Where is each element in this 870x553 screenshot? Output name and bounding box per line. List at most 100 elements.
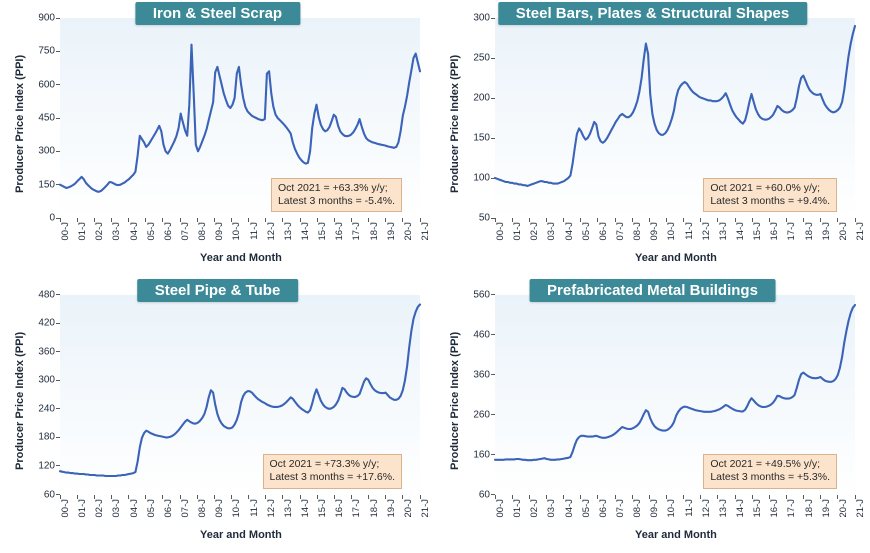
y-axis-label: Producer Price Index (PPI) — [14, 331, 26, 469]
x-tick-label: 19-J — [821, 499, 832, 529]
x-tick-mark — [855, 495, 856, 499]
x-tick-mark — [786, 495, 787, 499]
x-tick-mark — [282, 218, 283, 222]
x-tick-mark — [820, 495, 821, 499]
x-tick-mark — [248, 495, 249, 499]
x-tick-mark — [94, 495, 95, 499]
annotation-line1: Oct 2021 = +73.3% y/y; — [270, 458, 396, 471]
chart-title: Prefabricated Metal Buildings — [529, 279, 776, 302]
x-tick-label: 11-J — [684, 222, 695, 252]
annotation-box: Oct 2021 = +63.3% y/y;Latest 3 months = … — [271, 178, 402, 212]
chart-grid: Iron & Steel ScrapProducer Price Index (… — [0, 0, 870, 553]
x-tick-mark — [420, 218, 421, 222]
x-tick-mark — [162, 218, 163, 222]
x-tick-mark — [563, 495, 564, 499]
x-tick-mark — [666, 495, 667, 499]
x-tick-label: 18-J — [369, 499, 380, 529]
y-tick-label: 560 — [462, 289, 490, 300]
annotation-box: Oct 2021 = +73.3% y/y;Latest 3 months = … — [263, 454, 403, 488]
y-tick-label: 120 — [27, 460, 55, 471]
annotation-line2: Latest 3 months = +5.3%. — [710, 471, 830, 484]
x-tick-label: 03-J — [546, 499, 557, 529]
x-tick-label: 00-J — [60, 222, 71, 252]
x-tick-mark — [512, 495, 513, 499]
x-tick-mark — [683, 218, 684, 222]
x-tick-mark — [529, 495, 530, 499]
x-tick-mark — [334, 495, 335, 499]
y-tick-label: 300 — [462, 13, 490, 24]
x-tick-mark — [546, 218, 547, 222]
x-tick-mark — [495, 495, 496, 499]
x-tick-mark — [632, 495, 633, 499]
x-tick-label: 08-J — [197, 222, 208, 252]
x-tick-label: 21-J — [420, 222, 431, 252]
y-tick-label: 300 — [27, 375, 55, 386]
x-tick-label: 09-J — [214, 222, 225, 252]
x-tick-mark — [837, 495, 838, 499]
x-tick-label: 20-J — [403, 222, 414, 252]
x-tick-label: 21-J — [420, 499, 431, 529]
annotation-line2: Latest 3 months = +9.4%. — [710, 195, 830, 208]
x-tick-mark — [700, 218, 701, 222]
x-tick-label: 08-J — [197, 499, 208, 529]
x-tick-label: 02-J — [94, 499, 105, 529]
x-tick-mark — [145, 495, 146, 499]
x-tick-mark — [60, 495, 61, 499]
x-tick-label: 01-J — [77, 222, 88, 252]
x-tick-label: 07-J — [615, 499, 626, 529]
y-axis-label: Producer Price Index (PPI) — [14, 55, 26, 193]
x-tick-mark — [420, 495, 421, 499]
x-tick-label: 06-J — [163, 222, 174, 252]
panel-0: Iron & Steel ScrapProducer Price Index (… — [0, 0, 435, 276]
x-tick-mark — [735, 218, 736, 222]
x-tick-label: 10-J — [231, 222, 242, 252]
x-tick-label: 13-J — [718, 222, 729, 252]
x-tick-mark — [77, 218, 78, 222]
x-tick-mark — [385, 218, 386, 222]
x-tick-label: 04-J — [564, 222, 575, 252]
y-tick-label: 150 — [462, 133, 490, 144]
x-tick-label: 18-J — [804, 222, 815, 252]
x-tick-mark — [111, 218, 112, 222]
x-tick-label: 15-J — [752, 499, 763, 529]
x-tick-mark — [317, 218, 318, 222]
y-tick-label: 150 — [27, 179, 55, 190]
x-tick-label: 05-J — [581, 499, 592, 529]
x-tick-label: 03-J — [546, 222, 557, 252]
x-tick-mark — [248, 218, 249, 222]
x-tick-label: 12-J — [266, 222, 277, 252]
x-tick-mark — [717, 218, 718, 222]
x-tick-label: 12-J — [701, 499, 712, 529]
x-tick-mark — [615, 495, 616, 499]
x-tick-label: 00-J — [495, 222, 506, 252]
x-tick-mark — [735, 495, 736, 499]
annotation-line1: Oct 2021 = +60.0% y/y; — [710, 182, 830, 195]
panel-3: Prefabricated Metal BuildingsProducer Pr… — [435, 277, 870, 553]
y-tick-label: 60 — [462, 489, 490, 500]
x-tick-label: 04-J — [129, 499, 140, 529]
y-tick-label: 300 — [27, 146, 55, 157]
x-tick-label: 18-J — [369, 222, 380, 252]
x-axis-label: Year and Month — [635, 529, 717, 541]
x-tick-label: 16-J — [334, 499, 345, 529]
x-tick-label: 17-J — [786, 499, 797, 529]
chart-title: Steel Pipe & Tube — [137, 279, 299, 302]
x-tick-label: 06-J — [598, 222, 609, 252]
x-tick-label: 15-J — [317, 222, 328, 252]
x-tick-mark — [145, 218, 146, 222]
y-tick-label: 900 — [27, 13, 55, 24]
x-tick-label: 17-J — [351, 222, 362, 252]
x-tick-label: 05-J — [581, 222, 592, 252]
x-axis-label: Year and Month — [200, 252, 282, 264]
panel-2: Steel Pipe & Tube Producer Price Index (P… — [0, 277, 435, 553]
x-tick-label: 16-J — [769, 499, 780, 529]
x-tick-label: 06-J — [598, 499, 609, 529]
x-tick-mark — [282, 495, 283, 499]
x-tick-label: 01-J — [77, 499, 88, 529]
annotation-line1: Oct 2021 = +63.3% y/y; — [278, 182, 395, 195]
y-tick-label: 240 — [27, 403, 55, 414]
x-tick-label: 01-J — [512, 222, 523, 252]
x-tick-label: 13-J — [718, 499, 729, 529]
x-tick-label: 11-J — [684, 499, 695, 529]
x-tick-mark — [351, 495, 352, 499]
